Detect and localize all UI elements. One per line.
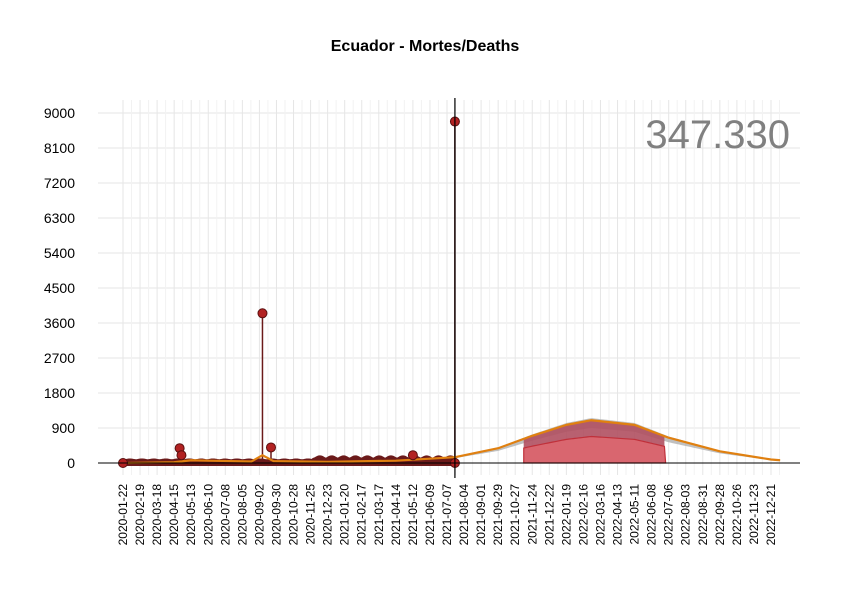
x-tick-label: 2020-08-05 <box>235 484 249 546</box>
daily-bars <box>120 121 458 466</box>
x-tick-label: 2022-03-16 <box>593 484 607 546</box>
x-tick-label: 2020-01-22 <box>116 484 130 546</box>
forecast-area <box>454 418 781 464</box>
x-tick-label: 2022-11-23 <box>747 484 761 545</box>
daily-points <box>118 116 460 468</box>
x-tick-label: 2022-09-28 <box>713 484 727 546</box>
x-tick-label: 2020-11-25 <box>304 484 318 545</box>
y-tick-label: 1800 <box>44 385 75 401</box>
x-tick-label: 2021-02-17 <box>355 484 369 546</box>
x-tick-label: 2022-10-26 <box>730 484 744 546</box>
y-tick-label: 7200 <box>44 175 75 191</box>
x-tick-label: 2020-07-08 <box>218 484 232 546</box>
chart-title: Ecuador - Mortes/Deaths <box>330 38 520 55</box>
y-tick-label: 5400 <box>44 245 75 261</box>
forecast-highlight-window <box>523 435 667 464</box>
x-tick-label: 2020-06-10 <box>201 484 215 546</box>
x-tick-label: 2021-04-14 <box>389 484 403 546</box>
x-tick-label: 2021-09-29 <box>491 484 505 546</box>
x-tick-label: 2021-07-07 <box>440 484 454 546</box>
x-tick-label: 2022-08-31 <box>696 484 710 546</box>
x-tick-label: 2020-09-02 <box>252 484 266 546</box>
x-tick-label: 2022-06-08 <box>645 484 659 546</box>
trend-line <box>122 419 781 465</box>
y-tick-label: 9000 <box>44 105 75 121</box>
x-tick-label: 2021-10-27 <box>508 484 522 546</box>
daily-point <box>176 450 187 461</box>
y-tick-label: 3600 <box>44 315 75 331</box>
x-axis-ticks: 2020-01-22 2020-02-19 2020-03-18 2020-04-15… <box>116 484 778 546</box>
x-tick-label: 2021-03-17 <box>372 484 386 546</box>
forecast-highlight-band <box>523 420 665 449</box>
daily-point <box>257 308 268 319</box>
x-tick-label: 2022-04-13 <box>611 484 625 546</box>
x-tick-label: 2022-08-03 <box>679 484 693 546</box>
x-tick-label: 2022-07-06 <box>662 484 676 546</box>
y-tick-label: 8100 <box>44 140 75 156</box>
x-tick-label: 2022-01-19 <box>559 484 573 546</box>
daily-point <box>407 450 418 461</box>
y-axis-ticks: 0 900 1800 2700 3600 4500 5400 6300 7200 8100 9000 <box>44 105 75 471</box>
axes <box>98 98 800 478</box>
y-tick-label: 900 <box>52 420 76 436</box>
grid <box>98 100 800 475</box>
x-tick-label: 2020-10-28 <box>287 484 301 546</box>
y-tick-label: 4500 <box>44 280 75 296</box>
x-tick-label: 2020-04-15 <box>167 484 181 546</box>
x-tick-label: 2022-05-11 <box>628 484 642 545</box>
y-tick-label: 2700 <box>44 350 75 366</box>
x-tick-label: 2021-09-01 <box>474 484 488 546</box>
x-tick-label: 2021-06-09 <box>423 484 437 546</box>
x-tick-label: 2021-05-12 <box>406 484 420 546</box>
x-tick-label: 2020-02-19 <box>133 484 147 546</box>
x-tick-label: 2020-05-13 <box>184 484 198 546</box>
x-tick-label: 2020-03-18 <box>150 484 164 546</box>
x-tick-label: 2022-12-21 <box>764 484 778 546</box>
y-tick-label: 6300 <box>44 210 75 226</box>
x-tick-label: 2020-09-30 <box>269 484 283 546</box>
x-tick-label: 2020-12-23 <box>321 484 335 546</box>
x-tick-label: 2021-08-04 <box>457 484 471 546</box>
x-tick-label: 2022-02-16 <box>576 484 590 546</box>
daily-point <box>265 442 276 453</box>
trend-line-path <box>122 419 781 465</box>
x-tick-label: 2021-01-20 <box>338 484 352 546</box>
total-deaths-counter: 347.330 <box>645 113 790 157</box>
x-tick-label: 2021-11-24 <box>525 484 539 545</box>
y-tick-label: 0 <box>67 455 75 471</box>
x-tick-label: 2021-12-22 <box>542 484 556 546</box>
